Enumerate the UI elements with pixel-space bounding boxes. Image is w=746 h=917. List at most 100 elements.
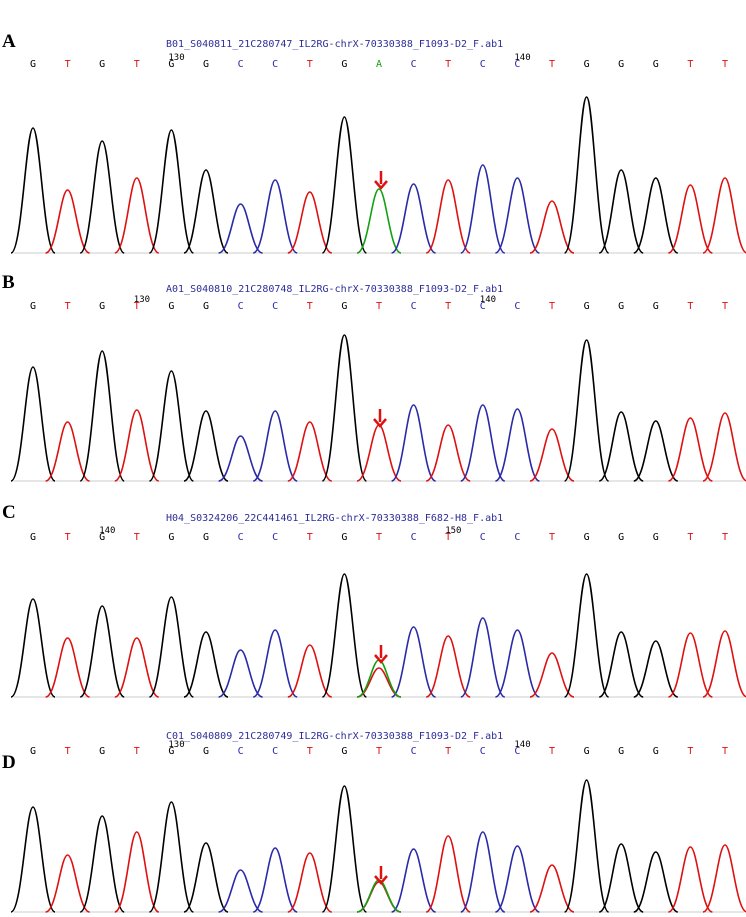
peak xyxy=(218,435,263,482)
peak xyxy=(218,203,263,254)
base-call: C xyxy=(272,532,278,543)
base-call: G xyxy=(618,746,624,757)
base-call: T xyxy=(445,532,451,543)
peak xyxy=(45,421,90,482)
peak xyxy=(148,129,195,254)
base-call: C xyxy=(411,746,417,757)
peak xyxy=(356,424,402,482)
base-call: T xyxy=(722,532,728,543)
peak xyxy=(321,573,368,698)
base-call: G xyxy=(584,532,590,543)
peak xyxy=(79,815,125,913)
base-call: C xyxy=(480,532,486,543)
base-call: G xyxy=(30,301,36,312)
base-call: C xyxy=(272,59,278,70)
position-marker: 140 xyxy=(480,295,496,305)
peak xyxy=(114,177,160,254)
base-call: G xyxy=(203,301,209,312)
base-call: G xyxy=(584,59,590,70)
base-call: G xyxy=(618,301,624,312)
base-call: T xyxy=(307,746,313,757)
base-call: C xyxy=(238,59,244,70)
base-call: G xyxy=(341,301,347,312)
base-call: T xyxy=(445,746,451,757)
peak xyxy=(356,188,402,254)
base-call: T xyxy=(549,59,555,70)
base-call: T xyxy=(687,59,693,70)
peak xyxy=(460,404,506,482)
panel: D C01_S040809_21C280749_IL2RG-chrX-703303… xyxy=(2,731,746,913)
base-call: T xyxy=(134,301,140,312)
base-call: T xyxy=(722,746,728,757)
peak xyxy=(183,631,229,698)
peak xyxy=(10,366,56,482)
peak xyxy=(598,169,644,254)
base-call: T xyxy=(687,532,693,543)
peak xyxy=(668,417,713,482)
base-call: T xyxy=(722,301,728,312)
base-call: T xyxy=(549,301,555,312)
peak xyxy=(460,617,506,698)
peak xyxy=(252,847,298,913)
peak xyxy=(252,410,298,482)
peak xyxy=(529,200,575,254)
peak xyxy=(563,96,610,254)
peak xyxy=(668,184,713,254)
base-call: G xyxy=(168,532,174,543)
peak xyxy=(114,831,160,913)
base-call: T xyxy=(307,532,313,543)
base-call: G xyxy=(168,59,174,70)
base-call: G xyxy=(653,746,659,757)
base-call: C xyxy=(514,59,520,70)
base-call: C xyxy=(480,746,486,757)
base-call: T xyxy=(65,532,71,543)
peak xyxy=(391,183,436,254)
base-call: T xyxy=(65,59,71,70)
peak xyxy=(218,869,263,913)
peak xyxy=(495,629,540,698)
base-call: C xyxy=(411,532,417,543)
trace-title: H04_S0324206_22C441461_IL2RG-chrX-703303… xyxy=(166,513,503,524)
base-call: G xyxy=(653,532,659,543)
mutation-arrow-head xyxy=(374,875,388,885)
panel-label: D xyxy=(2,752,16,773)
peak xyxy=(563,573,610,698)
peak xyxy=(668,632,713,698)
peak xyxy=(79,605,125,698)
base-call: C xyxy=(514,301,520,312)
peak xyxy=(79,350,125,482)
base-call: G xyxy=(30,59,36,70)
peak xyxy=(114,409,160,482)
peak xyxy=(563,779,610,913)
base-call: C xyxy=(514,532,520,543)
peak xyxy=(148,370,195,482)
secondary-peak xyxy=(356,879,402,913)
base-call: G xyxy=(30,746,36,757)
peak xyxy=(702,177,746,254)
position-marker: 130 xyxy=(168,53,184,63)
peak xyxy=(10,806,56,913)
base-call: G xyxy=(341,746,347,757)
peak xyxy=(287,644,333,698)
peak xyxy=(218,649,263,698)
base-call: G xyxy=(203,59,209,70)
peak xyxy=(529,864,575,913)
base-call: T xyxy=(134,59,140,70)
trace-title: B01_S040811_21C280747_IL2RG-chrX-7033038… xyxy=(166,39,503,50)
mutation-arrow-head xyxy=(374,180,388,190)
peak xyxy=(598,631,644,698)
mutation-arrow-head xyxy=(374,654,388,664)
mutation-arrow-head xyxy=(373,418,387,428)
peak xyxy=(252,629,298,698)
peak xyxy=(287,421,333,482)
peak xyxy=(391,626,436,698)
panel: C H04_S0324206_22C441461_IL2RG-chrX-70330… xyxy=(2,502,746,698)
base-call: T xyxy=(376,532,382,543)
peak xyxy=(563,339,610,482)
base-call: T xyxy=(445,301,451,312)
panel: A B01_S040811_21C280747_IL2RG-chrX-703303… xyxy=(2,31,746,254)
peak xyxy=(183,410,229,482)
position-marker: 150 xyxy=(445,526,461,536)
peak xyxy=(633,851,679,913)
